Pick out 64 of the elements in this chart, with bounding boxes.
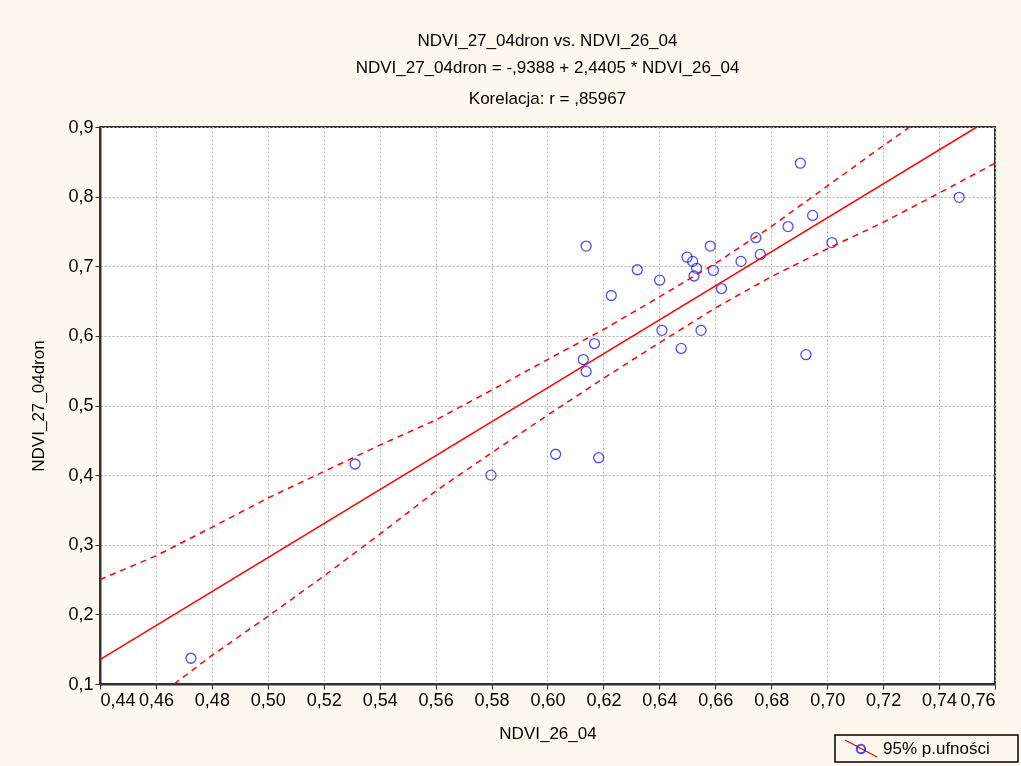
point	[715, 282, 728, 295]
point	[688, 270, 700, 282]
point	[185, 652, 197, 664]
point	[588, 337, 601, 350]
x-tick-label: 0,76	[960, 689, 996, 710]
point	[707, 264, 719, 277]
x-tick-label: 0,58	[474, 689, 510, 710]
x-tick-label: 0,44	[100, 689, 136, 710]
chart-title: NDVI_27_04dron vs. NDVI_26_04	[417, 31, 678, 50]
line-series	[173, 162, 995, 684]
x-tick-label: 0,68	[754, 689, 790, 710]
point	[681, 251, 693, 263]
point	[953, 191, 965, 203]
x-tick-label: 0,52	[306, 689, 342, 710]
point	[675, 342, 687, 355]
x-tick-label: 0,46	[138, 689, 174, 710]
point	[754, 248, 766, 261]
point	[750, 232, 762, 244]
point	[654, 274, 666, 286]
point	[704, 240, 716, 252]
point	[794, 157, 806, 169]
line-series	[100, 127, 911, 581]
x-tick-label: 0,60	[530, 689, 566, 710]
point	[695, 324, 707, 336]
point	[631, 264, 643, 276]
x-tick-label: 0,64	[642, 689, 678, 710]
point	[782, 220, 794, 233]
legend-label: 95% p.ufności	[883, 739, 990, 758]
point	[687, 255, 699, 268]
point	[593, 452, 605, 464]
point	[349, 458, 361, 470]
y-tick-label: 0,9	[68, 116, 94, 137]
y-tick-label: 0,3	[68, 534, 94, 555]
point	[806, 209, 819, 222]
point	[826, 236, 838, 249]
x-tick-label: 0,48	[194, 689, 230, 710]
point	[577, 353, 589, 366]
x-tick-label: 0,54	[362, 689, 398, 710]
point	[735, 255, 747, 268]
y-tick-label: 0,5	[68, 395, 94, 415]
x-tick-label: 0,66	[698, 689, 734, 710]
y-tick-label: 0,7	[68, 255, 94, 276]
y-tick-label: 0,1	[68, 673, 94, 694]
chart-subtitle: NDVI_27_04dron = -,9388 + 2,4405 * NDVI_26_04 Korelacja: r = ,85967	[355, 58, 740, 108]
point	[549, 448, 562, 460]
y-tick-label: 0,4	[68, 464, 94, 485]
y-tick-label: 0,8	[68, 186, 94, 207]
x-tick-label: 0,56	[418, 689, 454, 710]
point	[656, 324, 668, 336]
x-tick-label: 0,74	[922, 689, 958, 710]
point	[690, 262, 703, 274]
x-tick-label: 0,70	[810, 689, 846, 710]
y-tick-label: 0,6	[68, 325, 94, 346]
point	[605, 289, 617, 302]
x-tick-label: 0,72	[866, 689, 902, 710]
point	[485, 469, 497, 481]
x-tick-label: 0,50	[250, 689, 286, 710]
point	[580, 240, 592, 252]
x-axis-title: NDVI_26_04	[499, 723, 597, 743]
x-tick-label: 0,62	[586, 689, 622, 710]
point	[800, 349, 812, 361]
y-axis-title: NDVI_27_04dron	[29, 340, 49, 472]
y-tick-label: 0,2	[68, 603, 94, 624]
point	[580, 365, 592, 378]
